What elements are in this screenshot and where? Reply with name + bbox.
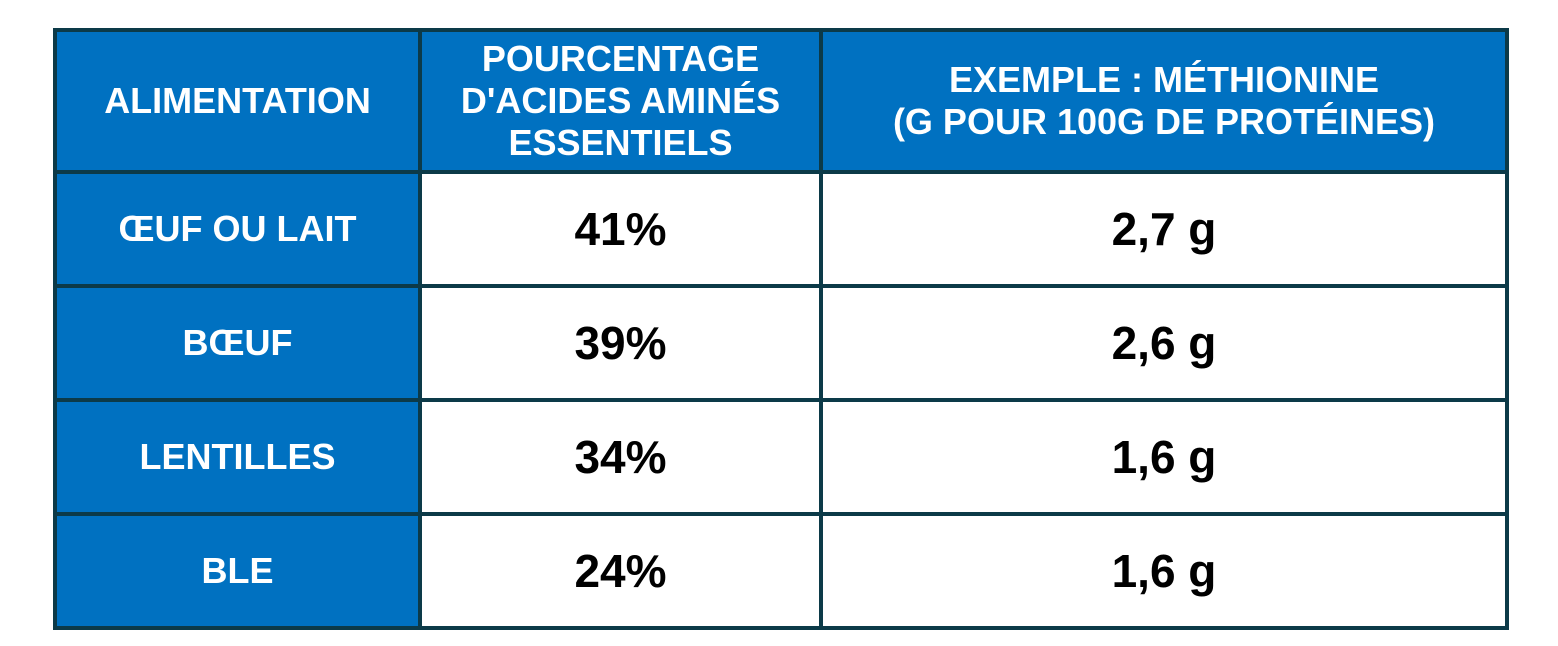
- methionine-value: 1,6 g: [819, 398, 1509, 516]
- pourcentage-value: 24%: [418, 512, 823, 630]
- row-label: LENTILLES: [53, 398, 422, 516]
- header-row: ALIMENTATION POURCENTAGE D'ACIDES AMINÉS…: [53, 28, 1509, 174]
- pourcentage-value: 41%: [418, 170, 823, 288]
- table-row-ble: BLE 24% 1,6 g: [53, 512, 1509, 630]
- pourcentage-value: 39%: [418, 284, 823, 402]
- table-row-boeuf: BŒUF 39% 2,6 g: [53, 284, 1509, 402]
- header-alimentation: ALIMENTATION: [53, 28, 422, 174]
- pourcentage-value: 34%: [418, 398, 823, 516]
- table-row-lentilles: LENTILLES 34% 1,6 g: [53, 398, 1509, 516]
- amino-acids-table: ALIMENTATION POURCENTAGE D'ACIDES AMINÉS…: [53, 28, 1509, 630]
- methionine-value: 2,7 g: [819, 170, 1509, 288]
- header-exemple-methionine: EXEMPLE : MÉTHIONINE (G POUR 100G DE PRO…: [819, 28, 1509, 174]
- table-row-oeuf-ou-lait: ŒUF OU LAIT 41% 2,7 g: [53, 170, 1509, 288]
- methionine-value: 1,6 g: [819, 512, 1509, 630]
- header-pourcentage-acides-amines: POURCENTAGE D'ACIDES AMINÉS ESSENTIELS: [418, 28, 823, 174]
- row-label: BLE: [53, 512, 422, 630]
- row-label: ŒUF OU LAIT: [53, 170, 422, 288]
- row-label: BŒUF: [53, 284, 422, 402]
- methionine-value: 2,6 g: [819, 284, 1509, 402]
